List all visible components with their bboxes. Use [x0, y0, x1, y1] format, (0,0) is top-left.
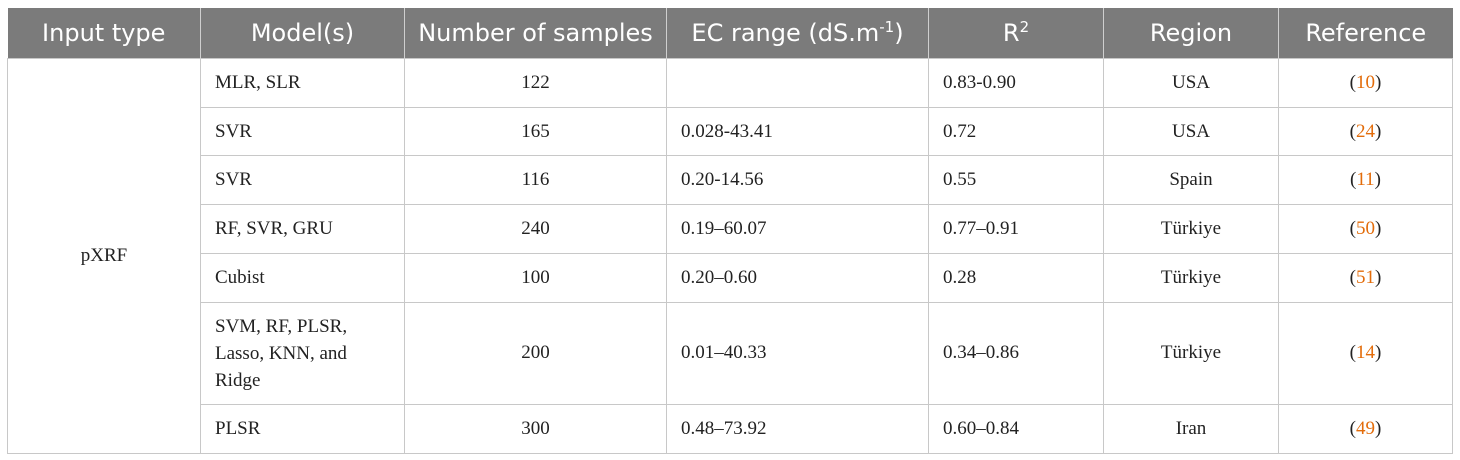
header-ec-range: EC range (dS.m-1)	[666, 8, 929, 59]
r2-cell: 0.55	[928, 155, 1104, 206]
samples-cell: 122	[404, 58, 667, 108]
region-cell: Türkiye	[1103, 204, 1279, 254]
r2-cell: 0.83-0.90	[928, 58, 1104, 108]
header-region: Region	[1103, 8, 1279, 59]
models-cell: SVM, RF, PLSR, Lasso, KNN, and Ridge	[200, 301, 405, 406]
header-models: Model(s)	[200, 8, 405, 59]
ec-range-cell: 0.01–40.33	[666, 301, 929, 406]
reference-link[interactable]: 10	[1356, 71, 1375, 93]
region-cell: Iran	[1103, 404, 1279, 454]
region-cell: Türkiye	[1103, 301, 1279, 406]
reference-cell: (51)	[1278, 252, 1453, 303]
reference-link[interactable]: 51	[1356, 266, 1375, 288]
reference-cell: (11)	[1278, 155, 1453, 206]
samples-cell: 165	[404, 106, 667, 157]
header-r2: R2	[928, 8, 1104, 59]
table-row: SVR 165 0.028-43.41 0.72 USA (24)	[8, 106, 1453, 157]
region-cell: USA	[1103, 58, 1279, 108]
samples-cell: 100	[404, 252, 667, 303]
r2-cell: 0.60–0.84	[928, 404, 1104, 454]
samples-cell: 240	[404, 204, 667, 254]
reference-cell: (10)	[1278, 58, 1453, 108]
table-row: RF, SVR, GRU 240 0.19–60.07 0.77–0.91 Tü…	[8, 204, 1453, 254]
header-row: Input type Model(s) Number of samples EC…	[7, 8, 1453, 59]
ec-range-cell: 0.48–73.92	[666, 404, 929, 454]
ec-range-cell: 0.20-14.56	[666, 155, 929, 206]
region-cell: Türkiye	[1103, 252, 1279, 303]
reference-link[interactable]: 11	[1356, 169, 1375, 191]
models-line: Lasso, KNN, and	[215, 342, 347, 364]
models-line: SVM, RF, PLSR,	[215, 315, 348, 337]
ec-range-cell	[666, 58, 929, 108]
table-row: Cubist 100 0.20–0.60 0.28 Türkiye (51)	[8, 252, 1453, 303]
table-row: pXRF MLR, SLR 122 0.83-0.90 USA (10)	[7, 58, 1453, 454]
reference-link[interactable]: 50	[1356, 218, 1375, 240]
reference-cell: (50)	[1278, 204, 1453, 254]
models-line: Ridge	[215, 369, 261, 391]
header-input-type: Input type	[7, 8, 201, 59]
reference-cell: (49)	[1278, 404, 1453, 454]
ec-range-cell: 0.028-43.41	[666, 106, 929, 157]
r2-cell: 0.72	[928, 106, 1104, 157]
models-cell: RF, SVR, GRU	[200, 204, 405, 254]
reference-link[interactable]: 14	[1356, 342, 1375, 364]
models-cell: MLR, SLR	[200, 58, 405, 108]
reference-link[interactable]: 24	[1356, 120, 1375, 142]
samples-cell: 200	[404, 301, 667, 406]
input-type-cell: pXRF	[7, 58, 201, 454]
region-cell: USA	[1103, 106, 1279, 157]
models-cell: Cubist	[200, 252, 405, 303]
region-cell: Spain	[1103, 155, 1279, 206]
header-reference: Reference	[1278, 8, 1453, 59]
reference-cell: (24)	[1278, 106, 1453, 157]
data-table: Input type Model(s) Number of samples EC…	[7, 8, 1453, 454]
table-row: SVM, RF, PLSR, Lasso, KNN, and Ridge 200…	[8, 301, 1453, 406]
models-cell: SVR	[200, 155, 405, 206]
table-row: PLSR 300 0.48–73.92 0.60–0.84 Iran (49)	[8, 404, 1453, 454]
reference-cell: (14)	[1278, 301, 1453, 406]
ec-range-cell: 0.19–60.07	[666, 204, 929, 254]
header-samples: Number of samples	[404, 8, 667, 59]
reference-link[interactable]: 49	[1356, 418, 1375, 440]
table-row: SVR 116 0.20-14.56 0.55 Spain (11)	[8, 155, 1453, 206]
models-cell: PLSR	[200, 404, 405, 454]
samples-cell: 300	[404, 404, 667, 454]
ec-range-cell: 0.20–0.60	[666, 252, 929, 303]
r2-cell: 0.77–0.91	[928, 204, 1104, 254]
r2-cell: 0.28	[928, 252, 1104, 303]
samples-cell: 116	[404, 155, 667, 206]
models-cell: SVR	[200, 106, 405, 157]
r2-cell: 0.34–0.86	[928, 301, 1104, 406]
